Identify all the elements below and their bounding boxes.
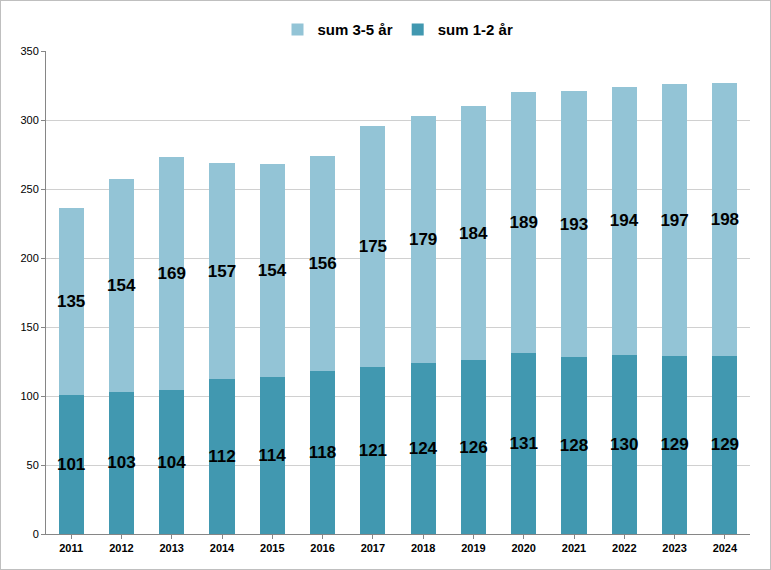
svg-text:101: 101 <box>57 455 85 474</box>
svg-text:2022: 2022 <box>612 542 636 554</box>
svg-text:175: 175 <box>359 237 387 256</box>
svg-text:2020: 2020 <box>511 542 535 554</box>
svg-text:129: 129 <box>660 435 688 454</box>
svg-text:124: 124 <box>409 439 438 458</box>
svg-text:104: 104 <box>157 453 186 472</box>
svg-text:128: 128 <box>560 436 588 455</box>
svg-text:129: 129 <box>711 435 739 454</box>
svg-text:121: 121 <box>359 441 387 460</box>
svg-text:2024: 2024 <box>713 542 738 554</box>
svg-text:130: 130 <box>610 435 638 454</box>
svg-text:197: 197 <box>660 211 688 230</box>
svg-text:2017: 2017 <box>361 542 385 554</box>
svg-text:2014: 2014 <box>210 542 235 554</box>
svg-text:2013: 2013 <box>159 542 183 554</box>
svg-text:300: 300 <box>20 114 38 126</box>
svg-text:118: 118 <box>309 443 336 462</box>
svg-text:112: 112 <box>208 447 235 466</box>
svg-text:179: 179 <box>409 230 437 249</box>
svg-text:154: 154 <box>258 261 287 280</box>
svg-text:sum 1-2 år: sum 1-2 år <box>438 21 513 38</box>
svg-text:154: 154 <box>107 276 136 295</box>
svg-text:200: 200 <box>20 252 38 264</box>
svg-text:0: 0 <box>33 528 39 540</box>
svg-text:2021: 2021 <box>562 542 586 554</box>
svg-text:2018: 2018 <box>411 542 435 554</box>
svg-text:194: 194 <box>610 211 639 230</box>
svg-text:135: 135 <box>57 292 85 311</box>
svg-text:103: 103 <box>107 453 135 472</box>
svg-text:157: 157 <box>208 262 236 281</box>
svg-text:100: 100 <box>20 390 38 402</box>
svg-text:126: 126 <box>459 438 487 457</box>
svg-text:2019: 2019 <box>461 542 485 554</box>
svg-text:350: 350 <box>20 45 38 57</box>
svg-text:50: 50 <box>27 459 39 471</box>
svg-text:2016: 2016 <box>310 542 334 554</box>
svg-text:2011: 2011 <box>59 542 83 554</box>
svg-text:2023: 2023 <box>662 542 686 554</box>
svg-text:114: 114 <box>258 446 286 465</box>
svg-text:198: 198 <box>711 210 739 229</box>
svg-text:250: 250 <box>20 183 38 195</box>
svg-text:193: 193 <box>560 215 588 234</box>
svg-text:2015: 2015 <box>260 542 284 554</box>
svg-text:150: 150 <box>20 321 38 333</box>
svg-text:sum 3-5 år: sum 3-5 år <box>318 21 393 38</box>
svg-text:2012: 2012 <box>109 542 133 554</box>
svg-text:184: 184 <box>459 224 488 243</box>
svg-text:131: 131 <box>510 434 538 453</box>
svg-text:169: 169 <box>158 264 186 283</box>
svg-text:189: 189 <box>510 213 538 232</box>
svg-text:156: 156 <box>308 254 336 273</box>
